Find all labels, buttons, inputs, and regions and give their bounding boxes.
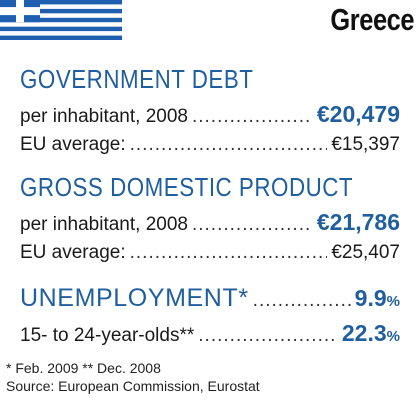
debt-eu-average-value: €15,397 — [331, 134, 400, 155]
dot-leader — [130, 134, 328, 156]
debt-eu-average-row: EU average: €15,397 — [20, 134, 400, 162]
debt-eu-average-label: EU average: — [20, 134, 126, 155]
dot-leader — [198, 325, 338, 347]
gdp-per-inhabitant-value: €21,786 — [316, 209, 400, 235]
youth-unemployment-number: 22.3 — [341, 320, 387, 346]
youth-unemployment-row: 15- to 24-year-olds** 22.3% — [20, 320, 400, 348]
gdp-per-inhabitant-label: per inhabitant, 2008 — [20, 214, 188, 235]
country-title: Greece — [330, 2, 414, 37]
greek-flag-icon — [0, 0, 122, 40]
gdp-section-title: GROSS DOMESTIC PRODUCT — [20, 172, 354, 202]
youth-unemployment-value: 22.3% — [342, 320, 400, 347]
unemployment-section-title: UNEMPLOYMENT* — [20, 284, 249, 312]
gdp-eu-average-row: EU average: €25,407 — [20, 242, 400, 270]
unemployment-unit: % — [386, 293, 400, 310]
dot-leader — [192, 214, 313, 236]
gdp-per-inhabitant-row: per inhabitant, 2008 €21,786 — [20, 209, 400, 237]
footnote-source: Source: European Commission, Eurostat — [6, 378, 260, 394]
unemployment-number: 9.9 — [354, 285, 387, 311]
debt-per-inhabitant-value: €20,479 — [316, 101, 400, 127]
debt-per-inhabitant-row: per inhabitant, 2008 €20,479 — [20, 101, 400, 129]
youth-unemployment-unit: % — [386, 328, 400, 345]
youth-unemployment-label: 15- to 24-year-olds** — [20, 325, 195, 346]
gdp-eu-average-value: €25,407 — [331, 242, 400, 263]
debt-section-title: GOVERNMENT DEBT — [20, 64, 254, 94]
unemployment-row: UNEMPLOYMENT* 9.9% — [20, 284, 400, 316]
gdp-eu-average-label: EU average: — [20, 242, 126, 263]
debt-per-inhabitant-label: per inhabitant, 2008 — [20, 106, 188, 127]
footnote-dates: * Feb. 2009 ** Dec. 2008 — [6, 360, 161, 376]
dot-leader — [192, 106, 313, 128]
dot-leader — [253, 290, 351, 312]
unemployment-value: 9.9% — [355, 285, 400, 312]
dot-leader — [130, 242, 328, 264]
